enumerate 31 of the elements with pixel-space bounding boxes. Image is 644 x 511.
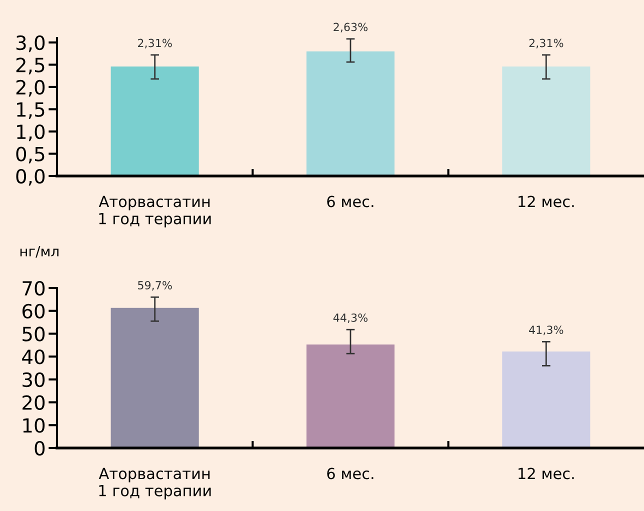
x-tick-label: 12 мес. xyxy=(518,468,574,480)
y-tick-label: 2,5 xyxy=(16,58,44,74)
annotation: 44,3% xyxy=(333,313,368,324)
x-tick-label: 6 мес. xyxy=(327,196,374,208)
x-tick-label: Аторвастатин 1 год терапии xyxy=(98,196,211,228)
annotation: 2,31% xyxy=(138,38,172,48)
y-tick-label: 10 xyxy=(23,418,45,433)
y-tick-label: 30 xyxy=(22,372,45,388)
bar xyxy=(110,308,199,448)
y-tick-label: 3,0 xyxy=(16,35,45,52)
bar xyxy=(306,344,395,448)
annotation: 2,63% xyxy=(334,22,368,32)
y-tick-label: 20 xyxy=(22,395,45,410)
annotation: 2,31% xyxy=(529,38,564,48)
y-tick-label: 1,5 xyxy=(17,102,44,119)
x-tick-label: Аторвастатин 1 год терапии xyxy=(98,468,211,500)
bar xyxy=(502,352,590,448)
y-tick-label: 0,0 xyxy=(16,168,45,186)
x-tick-label: 6 мес. xyxy=(327,468,374,480)
annotation: 59,7% xyxy=(138,281,172,291)
y-tick-label: 0,5 xyxy=(16,146,44,164)
y-tick-label: 70 xyxy=(22,280,45,296)
y-tick-label: 2,0 xyxy=(16,80,45,97)
y-axis-title: нг/мл xyxy=(20,246,58,258)
y-tick-label: 50 xyxy=(22,326,45,342)
y-tick-label: 1,0 xyxy=(17,124,45,142)
y-tick-label: 0 xyxy=(34,440,45,456)
y-tick-label: 40 xyxy=(22,350,45,364)
annotation: 41,3% xyxy=(529,326,564,336)
x-tick-label: 12 мес. xyxy=(518,196,574,208)
y-tick-label: 60 xyxy=(22,304,45,319)
